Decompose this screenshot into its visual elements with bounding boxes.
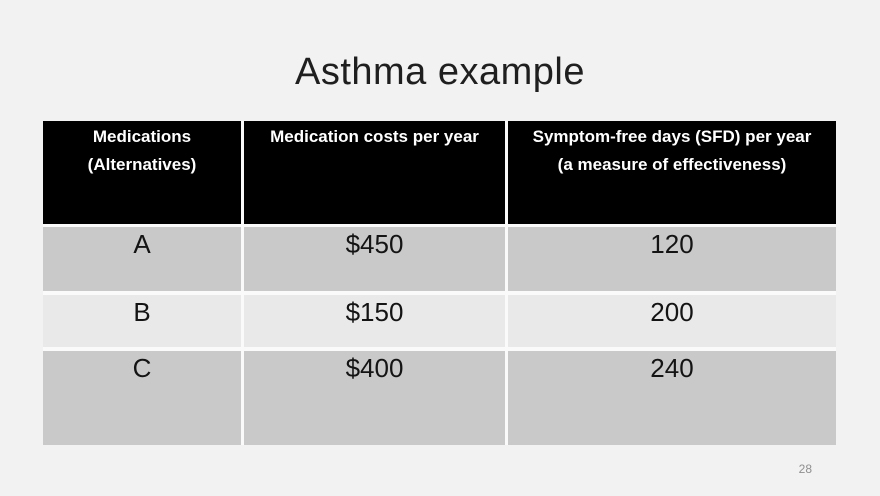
medications-table: Medications (Alternatives) Medication co… xyxy=(43,121,836,445)
cell-sfd: 200 xyxy=(508,295,836,351)
cell-medication: B xyxy=(43,295,244,351)
cell-sfd: 120 xyxy=(508,227,836,295)
cell-cost: $150 xyxy=(244,295,508,351)
header-line: Symptom-free days (SFD) per year xyxy=(532,127,812,146)
cell-cost: $450 xyxy=(244,227,508,295)
page-title: Asthma example xyxy=(294,51,585,93)
header-line: Medications xyxy=(92,127,192,146)
cell-medication: A xyxy=(43,227,244,295)
cell-sfd: 240 xyxy=(508,351,836,445)
table-row-b: B $150 200 xyxy=(43,295,836,351)
slide-number: 28 xyxy=(798,462,812,476)
header-line: (a measure of effectiveness) xyxy=(557,155,787,174)
table-row-c: C $400 240 xyxy=(43,351,836,445)
header-sfd: Symptom-free days (SFD) per year (a meas… xyxy=(508,121,836,227)
cell-cost: $400 xyxy=(244,351,508,445)
cell-medication: C xyxy=(43,351,244,445)
header-line: (Alternatives) xyxy=(87,155,197,174)
header-medications: Medications (Alternatives) xyxy=(43,121,244,227)
table-row-a: A $450 120 xyxy=(43,227,836,295)
table-header-row: Medications (Alternatives) Medication co… xyxy=(43,121,836,227)
header-costs: Medication costs per year xyxy=(244,121,508,227)
header-line: Medication costs per year xyxy=(270,127,479,146)
